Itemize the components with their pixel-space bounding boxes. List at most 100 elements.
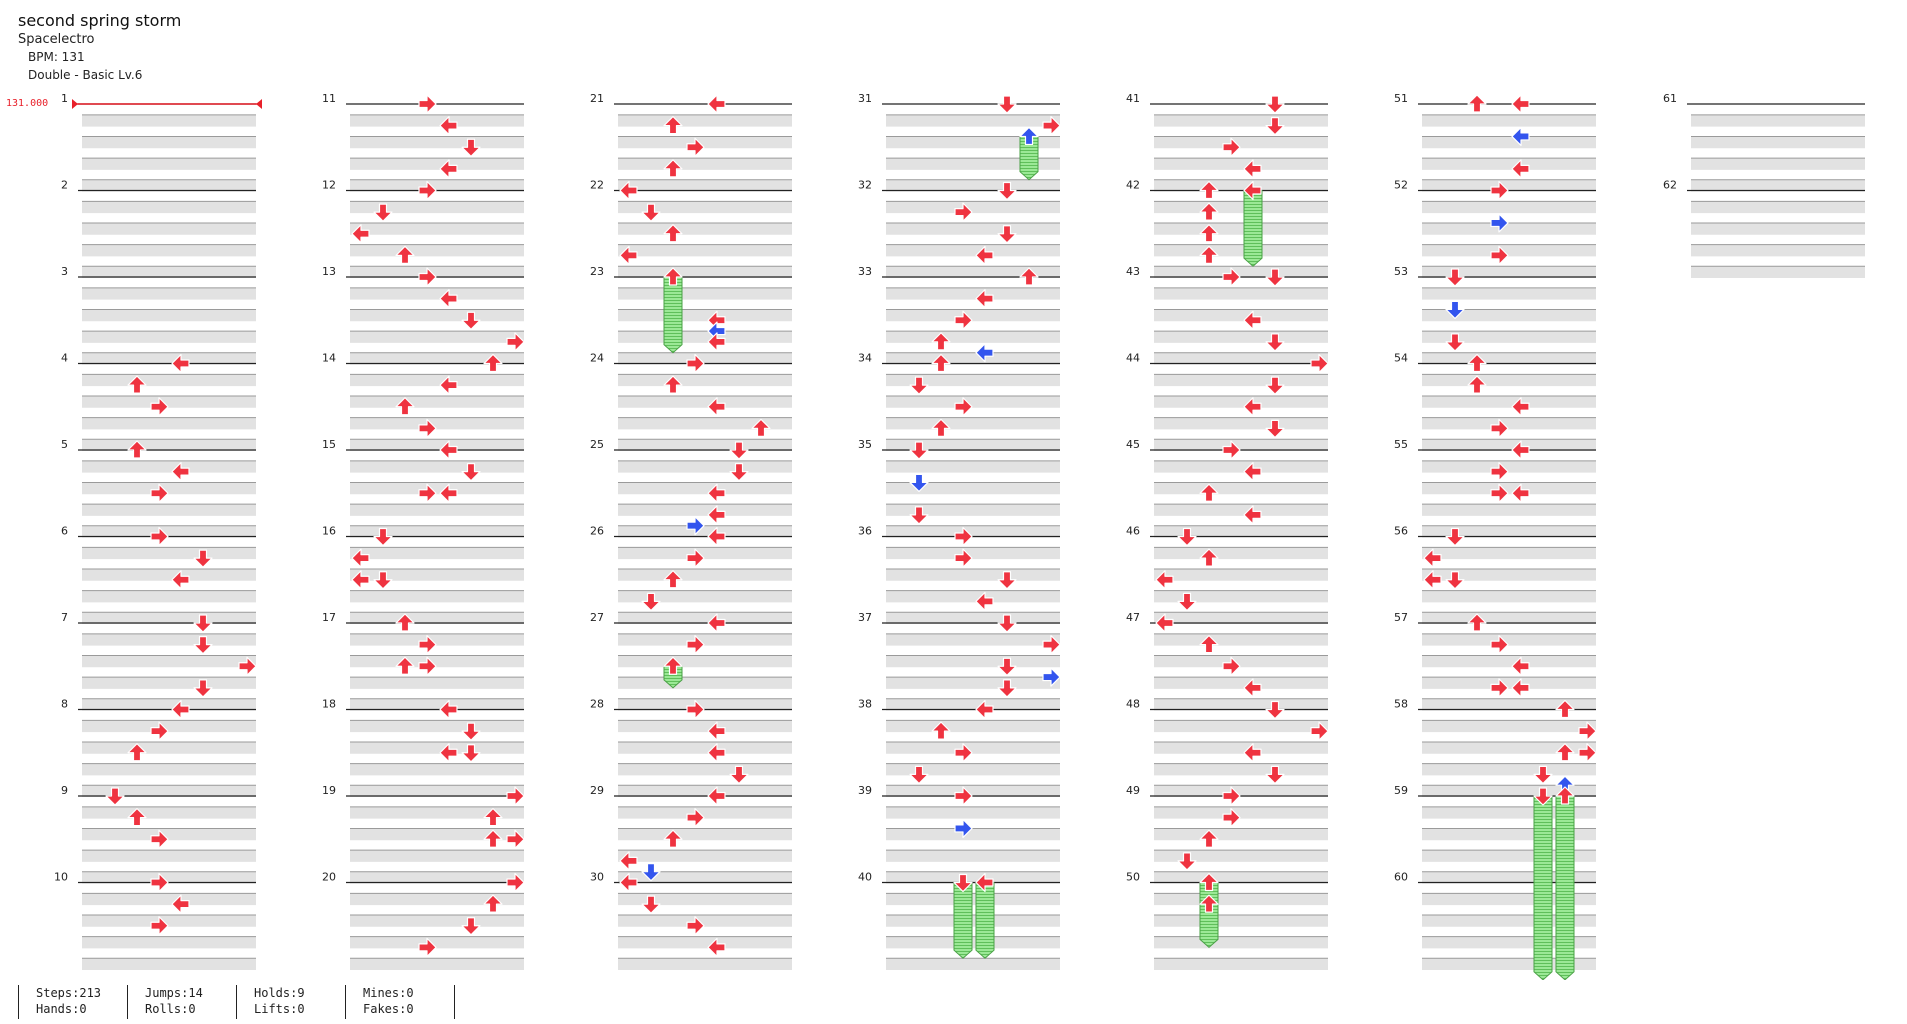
- measure-number: 6: [61, 525, 68, 538]
- arrow-right-icon: [150, 721, 169, 741]
- beat-band: [350, 439, 524, 451]
- beat-band: [1422, 266, 1596, 278]
- arrow-down-icon: [193, 549, 213, 568]
- beat-band: [1154, 914, 1328, 927]
- arrow-left-icon: [619, 180, 638, 201]
- beat-band: [618, 568, 792, 581]
- measure-4: [78, 362, 256, 451]
- stat-group: Holds:9 Lifts:0: [236, 985, 305, 1019]
- beat-band: [886, 633, 1060, 646]
- arrow-down-icon: [1265, 268, 1285, 287]
- arrow-left-icon: [1511, 94, 1530, 114]
- beat-band: [1154, 525, 1328, 538]
- measure-51: [1418, 103, 1596, 192]
- hold-body: [663, 276, 683, 354]
- beat-band: [618, 871, 792, 884]
- arrow-up-icon: [931, 332, 951, 351]
- beat-band: [82, 460, 256, 473]
- beat-band: [82, 525, 256, 538]
- arrow-down-icon: [729, 463, 749, 482]
- beat-band: [82, 612, 256, 624]
- measure-21: [614, 103, 792, 192]
- arrow-right-icon: [954, 202, 973, 222]
- arrow-right-icon: [418, 418, 437, 438]
- arrow-up-icon: [1199, 224, 1219, 243]
- arrow-right-icon: [506, 872, 525, 893]
- beat-band: [886, 590, 1060, 603]
- measure-number: 25: [590, 438, 604, 451]
- beat-band: [1422, 785, 1596, 797]
- arrow-right-icon: [1222, 656, 1241, 676]
- beat-band: [350, 720, 524, 733]
- stat-value: Holds:9: [254, 986, 305, 1000]
- beat-band: [1422, 850, 1596, 862]
- arrow-down-icon: [1445, 333, 1465, 352]
- measure-number: 11: [322, 92, 336, 105]
- arrow-right-icon: [1042, 116, 1061, 136]
- beat-band: [1154, 417, 1328, 430]
- beat-band: [350, 871, 524, 884]
- beat-band: [618, 914, 792, 927]
- arrow-right-icon: [506, 786, 525, 806]
- measure-55: [1418, 449, 1596, 538]
- beat-band: [350, 741, 524, 754]
- beat-band: [886, 806, 1060, 819]
- arrow-up-icon: [1019, 267, 1039, 286]
- beat-band: [350, 158, 524, 170]
- beat-band: [1422, 655, 1596, 668]
- beat-band: [82, 331, 256, 343]
- measure-number: 39: [858, 784, 872, 797]
- beat-band: [1691, 201, 1865, 214]
- arrow-right-icon: [686, 635, 705, 655]
- arrow-down-icon: [729, 441, 749, 460]
- arrow-up-icon: [1199, 180, 1219, 200]
- arrow-left-icon: [975, 245, 994, 265]
- beat-band: [1154, 374, 1328, 387]
- arrow-down-icon: [1177, 852, 1197, 871]
- arrow-left-icon: [707, 505, 726, 525]
- beat-band: [618, 612, 792, 624]
- arrow-up-icon: [1467, 94, 1487, 113]
- beat-band: [886, 309, 1060, 322]
- measure-number: 17: [322, 611, 336, 624]
- arrow-up-icon: [931, 353, 951, 373]
- measure-number: 10: [54, 871, 68, 884]
- beat-band: [886, 352, 1060, 365]
- beat-band: [618, 828, 792, 841]
- beat-band: [886, 547, 1060, 560]
- beat-band: [1422, 893, 1596, 906]
- measure-number: 50: [1126, 871, 1140, 884]
- arrow-down-icon: [461, 463, 481, 482]
- beat-band: [1422, 201, 1596, 214]
- beat-band: [1154, 395, 1328, 408]
- beat-band: [618, 677, 792, 689]
- stat-value: Fakes:0: [363, 1002, 414, 1016]
- beat-band: [886, 741, 1060, 754]
- beat-band: [618, 741, 792, 754]
- beat-band: [618, 201, 792, 214]
- arrow-down-icon: [1445, 527, 1465, 547]
- beat-band: [82, 850, 256, 862]
- arrow-down-icon: [641, 203, 661, 222]
- beat-band: [1154, 763, 1328, 776]
- arrow-right-icon: [1042, 635, 1061, 655]
- measure-number: 2: [61, 179, 68, 192]
- arrow-right-icon: [954, 397, 973, 417]
- beat-band: [886, 417, 1060, 430]
- beat-band: [886, 244, 1060, 257]
- arrow-up-icon: [1199, 635, 1219, 654]
- stat-value: Steps:213: [36, 986, 102, 1000]
- beat-band: [1154, 720, 1328, 733]
- arrow-left-icon: [707, 483, 726, 503]
- measure-45: [1150, 449, 1328, 538]
- arrow-down-icon: [1177, 527, 1197, 547]
- beat-band: [618, 633, 792, 646]
- beat-band: [350, 525, 524, 538]
- beat-band: [350, 590, 524, 603]
- measure-15: [346, 449, 524, 538]
- beat-band: [82, 828, 256, 841]
- arrow-left-icon: [975, 591, 994, 611]
- beat-band: [82, 547, 256, 560]
- beat-band: [886, 568, 1060, 581]
- measure-42: [1150, 189, 1328, 278]
